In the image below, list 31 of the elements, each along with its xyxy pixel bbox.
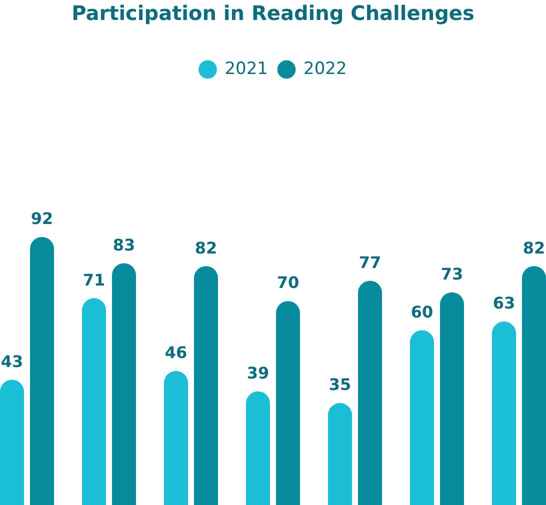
bar xyxy=(164,371,188,505)
legend-label: 2021 xyxy=(224,58,268,79)
bar xyxy=(440,292,464,505)
data-label: 83 xyxy=(112,235,136,254)
data-label: 43 xyxy=(0,352,24,371)
bar xyxy=(82,298,106,505)
bar xyxy=(0,380,24,505)
data-label: 73 xyxy=(440,264,464,284)
data-label: 63 xyxy=(492,294,516,313)
data-label: 71 xyxy=(82,270,106,290)
chart-title: Participation in Reading Challenges xyxy=(72,1,474,26)
bar xyxy=(112,263,136,505)
bar xyxy=(328,403,352,505)
bar xyxy=(30,237,54,505)
bar xyxy=(358,280,382,505)
bar xyxy=(194,266,218,505)
data-label: 60 xyxy=(410,302,434,322)
data-label: 39 xyxy=(246,364,270,383)
data-label: 35 xyxy=(328,375,352,394)
data-label: 77 xyxy=(358,252,382,272)
data-label: 92 xyxy=(30,209,54,228)
bar xyxy=(410,330,434,505)
legend-label: 2022 xyxy=(304,58,347,79)
bar xyxy=(492,321,516,505)
data-label: 46 xyxy=(164,343,188,362)
bar xyxy=(246,391,270,505)
bar xyxy=(522,266,546,505)
data-label: 70 xyxy=(276,273,300,292)
data-label: 82 xyxy=(194,238,218,258)
bar xyxy=(276,301,300,505)
data-label: 82 xyxy=(522,238,546,258)
